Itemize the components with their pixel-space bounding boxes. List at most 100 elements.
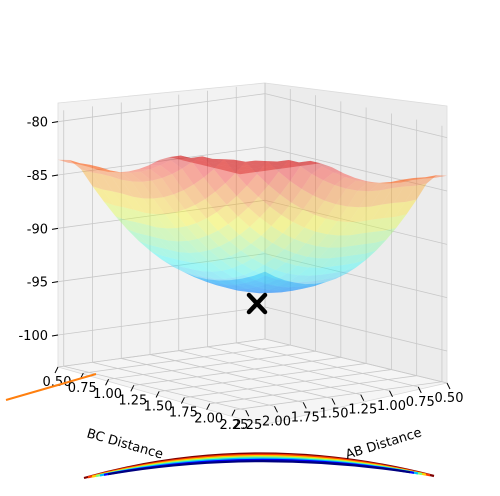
ab-tick-mark — [180, 397, 185, 404]
surface-patch — [393, 185, 416, 203]
surface-patch — [161, 174, 184, 195]
surface-patch — [166, 228, 188, 242]
right-pane-grid-line — [264, 253, 448, 299]
surface-patch — [344, 177, 367, 182]
surface-patch — [351, 231, 374, 246]
surface-patch — [322, 271, 345, 280]
surface-patch — [283, 282, 306, 289]
y-axis-title: BC Distance — [85, 426, 165, 462]
surface-patch — [341, 244, 364, 257]
surface-patch — [211, 161, 233, 166]
left-pane-grid-line — [57, 146, 266, 176]
ab-tick-label: 1.00 — [93, 387, 122, 402]
surface-patch — [298, 160, 321, 165]
ab-tick-mark — [105, 378, 110, 386]
surface-patch — [323, 172, 345, 186]
surface-patch — [281, 202, 304, 222]
surface-patch — [264, 257, 286, 270]
surface-patch — [193, 177, 216, 200]
surface-patch — [134, 209, 156, 228]
surface-patch — [207, 230, 230, 247]
surface-patch — [259, 206, 282, 226]
surface-patch — [177, 240, 200, 253]
surface-patch — [92, 186, 115, 206]
surface-patch — [102, 189, 125, 208]
surface-patch — [242, 258, 264, 271]
surface-patch — [289, 281, 312, 288]
surface-patch — [312, 277, 335, 285]
surface-patch — [392, 178, 414, 188]
surface-patch — [287, 265, 309, 276]
surface-patch — [216, 285, 238, 291]
surface-patch — [245, 280, 267, 288]
surface-patch — [209, 165, 232, 170]
surface-patch — [186, 223, 208, 239]
surface-patch — [135, 222, 158, 238]
surface-patch — [239, 289, 261, 293]
surface-patch — [194, 277, 217, 286]
surface-patch — [182, 161, 204, 185]
surface-patch — [415, 175, 437, 186]
surface-patch — [340, 233, 362, 248]
surface-patch — [356, 180, 378, 183]
surface-patch — [235, 283, 257, 289]
surface-patch — [311, 166, 334, 181]
surface-patch — [212, 270, 234, 279]
surface-patch — [169, 155, 191, 160]
surface-patch — [266, 279, 289, 287]
surface-patch — [291, 189, 314, 210]
surface-patch — [229, 285, 251, 290]
bc-tick-label: 1.25 — [348, 403, 377, 418]
surface-patch — [290, 166, 312, 189]
surface-patch — [249, 217, 272, 236]
surface-patch — [218, 224, 240, 242]
surface-patch — [155, 227, 178, 242]
surface-patch — [225, 173, 247, 196]
surface-patch — [278, 281, 300, 288]
surface-patch — [242, 275, 264, 285]
surface-patch — [170, 155, 193, 169]
surface-patch — [425, 175, 447, 178]
surface-patch — [200, 158, 223, 163]
surface-patch — [334, 177, 357, 189]
surface-patch — [223, 277, 246, 285]
surface-patch — [229, 234, 252, 251]
left-pane-grid-line — [57, 199, 266, 229]
surface-patch — [115, 216, 138, 233]
surface-patch — [256, 284, 279, 290]
surface-patch — [212, 158, 235, 162]
surface-patch — [154, 214, 177, 229]
surface-patch — [149, 160, 171, 166]
surface-patch — [158, 247, 181, 261]
surface-patch — [379, 182, 401, 184]
surface-patch — [159, 155, 181, 161]
surface-patch — [109, 170, 132, 182]
surface-patch — [357, 182, 380, 192]
bc-tick-label: 1.00 — [377, 399, 406, 414]
ab-tick-mark — [155, 391, 160, 398]
surface-patch — [122, 193, 145, 213]
surface-patch — [160, 255, 182, 267]
surface-patch — [261, 226, 283, 244]
surface-patch — [148, 244, 171, 258]
surface-patch — [180, 155, 203, 162]
surface-patch — [328, 235, 351, 248]
surface-patch — [244, 160, 266, 165]
z-tick-mark — [51, 227, 59, 230]
surface-patch — [131, 181, 154, 199]
surface-patch — [224, 284, 247, 289]
surface-patch — [205, 191, 227, 213]
surface-patch — [315, 218, 338, 235]
right-pane-grid-line — [264, 306, 448, 352]
surface-patch — [405, 183, 427, 202]
ab-tick-mark — [206, 403, 211, 410]
surface-patch — [281, 288, 303, 293]
surface-patch — [298, 267, 321, 276]
bc-tick-label: 0.75 — [406, 395, 435, 410]
surface-patch — [330, 245, 352, 259]
bc-tick-mark — [389, 390, 393, 398]
surface-patch — [233, 275, 256, 284]
surface-patch — [349, 206, 371, 223]
surface-patch — [252, 251, 275, 265]
surface-patch — [246, 287, 269, 292]
